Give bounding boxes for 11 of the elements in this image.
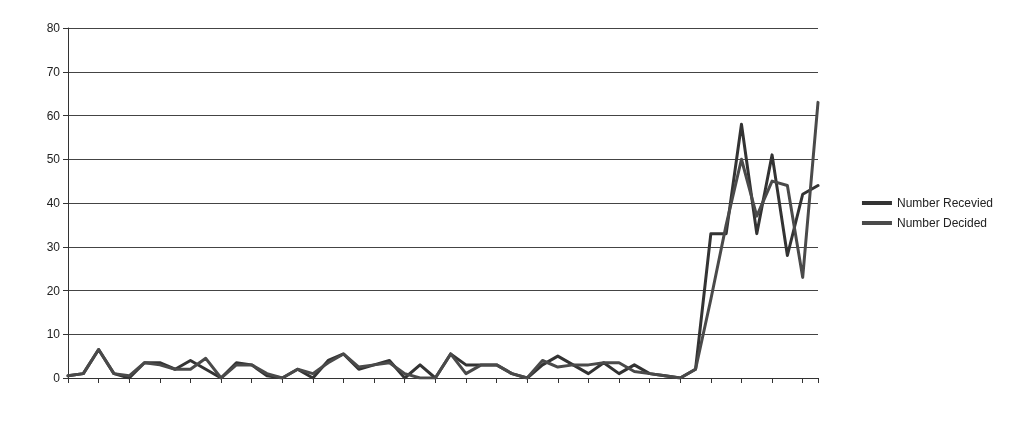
y-tick-label: 0 [53, 371, 61, 385]
y-tick-label: 10 [46, 327, 61, 342]
y-tick-label: 80 [46, 21, 61, 35]
y-tick-label: 50 [46, 152, 61, 167]
y-tick-label: 20 [46, 283, 61, 298]
y-tick-label: 70 [46, 64, 61, 79]
y-tick-label: 40 [46, 196, 61, 210]
legend-label: Number Decided [896, 216, 988, 230]
y-tick-label: 60 [46, 108, 61, 123]
legend-label: Number Recevied [896, 196, 994, 210]
y-tick-label: 30 [46, 239, 61, 254]
